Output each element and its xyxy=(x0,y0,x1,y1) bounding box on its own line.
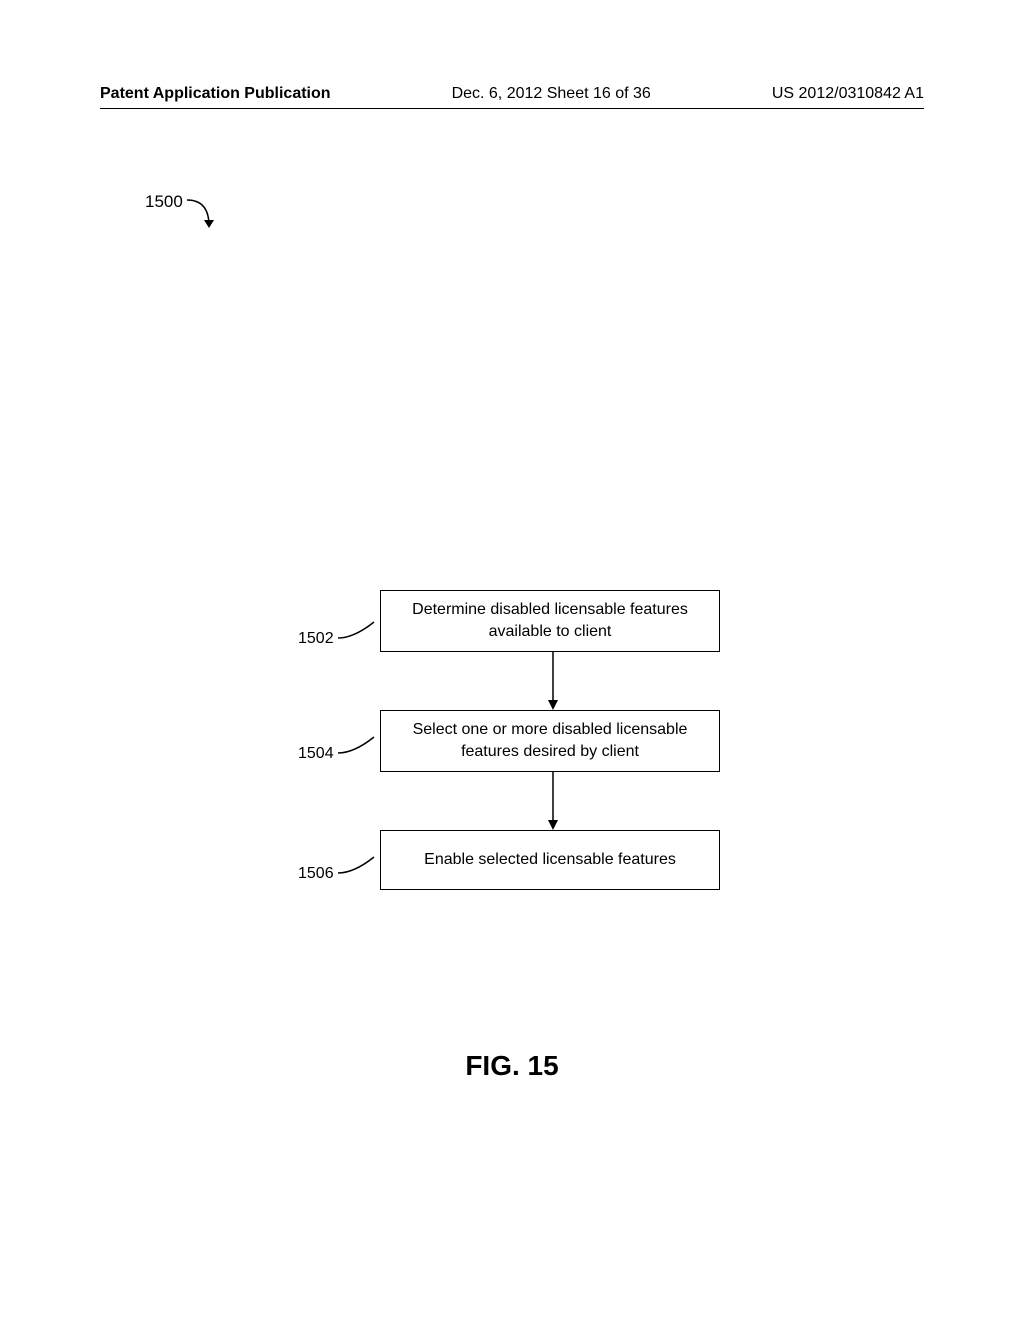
arrow-2-icon xyxy=(548,772,558,830)
connector-1504-icon xyxy=(336,735,378,755)
ref-label-1504: 1504 xyxy=(298,745,334,763)
header-separator xyxy=(100,108,924,109)
curved-arrow-icon xyxy=(187,198,222,243)
flow-box-1502: Determine disabled licensable features a… xyxy=(380,590,720,652)
header-patent-number: US 2012/0310842 A1 xyxy=(772,85,924,103)
ref-label-1506: 1506 xyxy=(298,865,334,883)
ref-label-1502: 1502 xyxy=(298,630,334,648)
connector-1506-icon xyxy=(336,855,378,875)
box-text-1504: Select one or more disabled licensable f… xyxy=(393,719,707,764)
box-text-1506: Enable selected licensable features xyxy=(424,849,676,871)
box-text-1502: Determine disabled licensable features a… xyxy=(393,599,707,644)
header-publication: Patent Application Publication xyxy=(100,85,331,103)
page-header: Patent Application Publication Dec. 6, 2… xyxy=(0,85,1024,103)
flow-box-1506: Enable selected licensable features xyxy=(380,830,720,890)
connector-1502-icon xyxy=(336,620,378,640)
figure-caption: FIG. 15 xyxy=(0,1050,1024,1082)
header-date-sheet: Dec. 6, 2012 Sheet 16 of 36 xyxy=(452,85,651,103)
flow-box-1504: Select one or more disabled licensable f… xyxy=(380,710,720,772)
figure-ref-1500: 1500 xyxy=(145,192,183,212)
arrow-1-icon xyxy=(548,652,558,710)
